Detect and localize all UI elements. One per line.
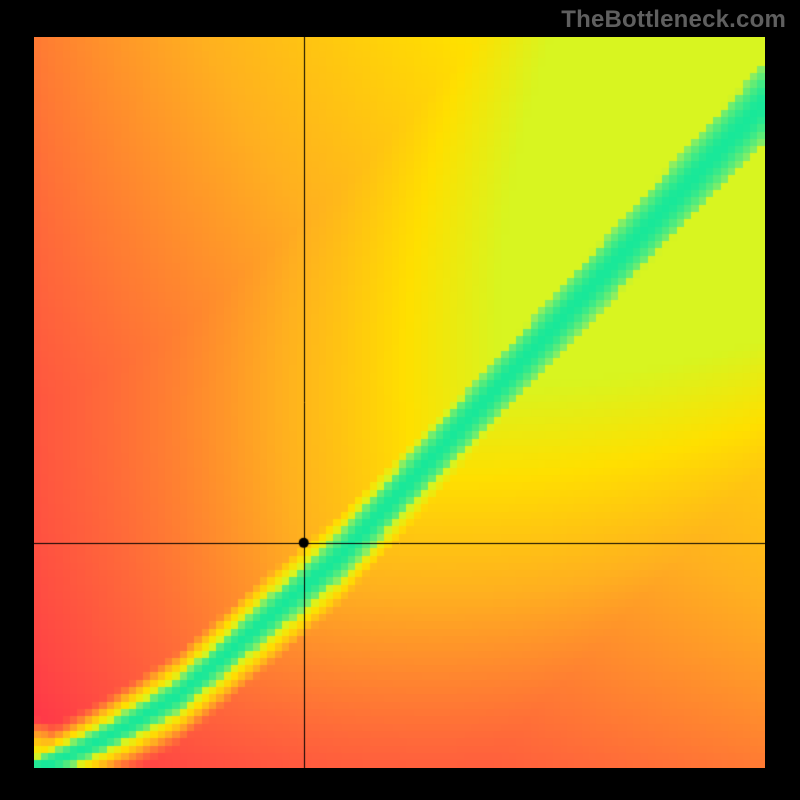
chart-container: TheBottleneck.com bbox=[0, 0, 800, 800]
watermark-text: TheBottleneck.com bbox=[561, 6, 786, 34]
heatmap-canvas bbox=[34, 37, 765, 768]
